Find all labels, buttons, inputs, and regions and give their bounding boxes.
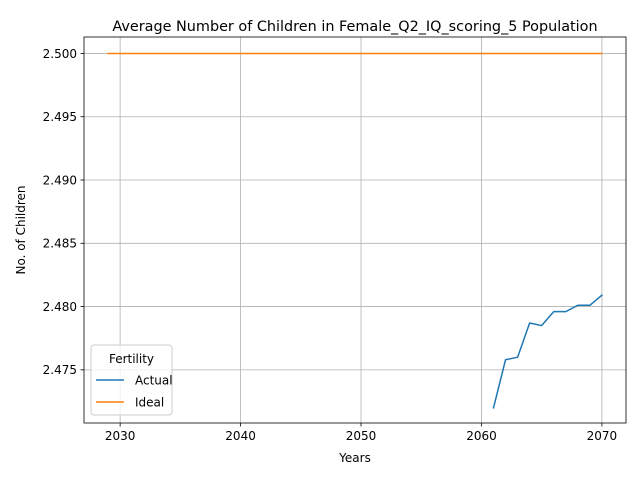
y-tick-label: 2.490 [43,173,77,187]
y-axis-label: No. of Children [14,185,28,274]
y-tick-label: 2.500 [43,47,77,61]
y-tick-label: 2.495 [43,110,77,124]
x-tick-label: 2050 [346,429,377,443]
chart-title: Average Number of Children in Female_Q2_… [112,19,597,35]
x-axis-label: Years [338,451,371,465]
legend: Fertility Actual Ideal [91,345,173,415]
y-tick-label: 2.485 [43,237,77,251]
x-tick-label: 2040 [225,429,256,443]
legend-label-ideal: Ideal [135,396,164,410]
x-tick-label: 2070 [587,429,618,443]
y-tick-label: 2.480 [43,300,77,314]
legend-title: Fertility [109,352,154,366]
x-tick-label: 2060 [466,429,497,443]
y-tick-label: 2.475 [43,363,77,377]
x-tick-label: 2030 [105,429,136,443]
legend-label-actual: Actual [135,374,173,388]
